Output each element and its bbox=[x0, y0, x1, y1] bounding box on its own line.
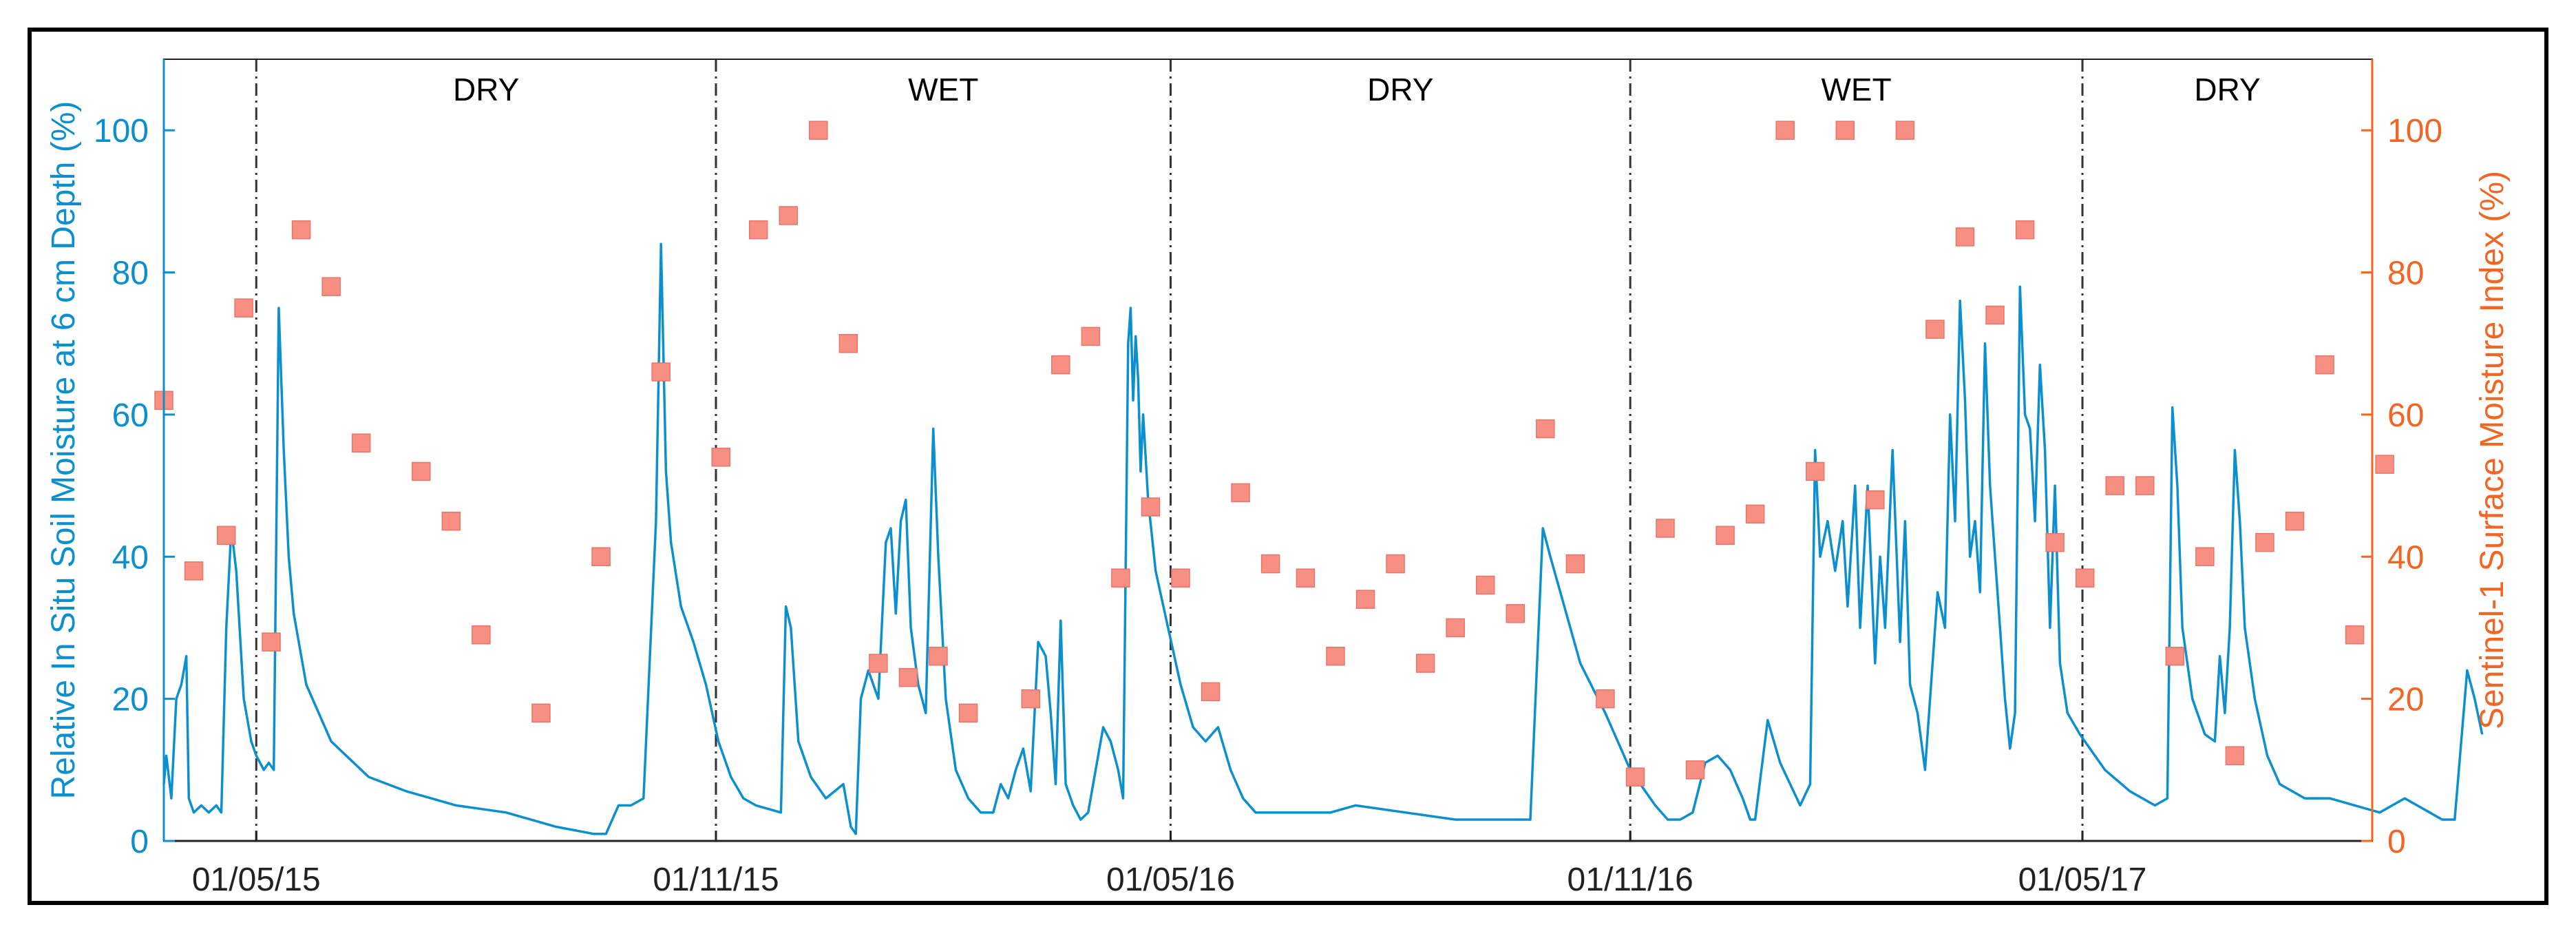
y-axis-right-label: Sentinel-1 Surface Moisture Index (%) bbox=[2474, 171, 2511, 729]
sentinel-point bbox=[591, 547, 611, 567]
sentinel-point bbox=[2165, 646, 2185, 666]
y-right-tick-label: 40 bbox=[2387, 539, 2424, 576]
y-axis-left-label: Relative In Situ Soil Moisture at 6 cm D… bbox=[45, 101, 82, 800]
y-left-tick-label: 60 bbox=[112, 397, 149, 434]
sentinel-point bbox=[2045, 532, 2065, 552]
sentinel-point bbox=[1685, 760, 1705, 780]
plot-area bbox=[164, 59, 2372, 841]
x-tick-label: 01/05/15 bbox=[192, 862, 321, 898]
sentinel-point bbox=[1111, 568, 1130, 587]
sentinel-point bbox=[262, 632, 281, 652]
sentinel-point bbox=[1021, 689, 1040, 709]
sentinel-point bbox=[1835, 121, 1855, 140]
sentinel-point bbox=[869, 654, 888, 673]
y-left-tick-label: 80 bbox=[112, 256, 149, 292]
sentinel-point bbox=[2285, 511, 2305, 531]
sentinel-point bbox=[1260, 554, 1280, 574]
x-tick-label: 01/05/17 bbox=[2018, 862, 2147, 898]
sentinel-point bbox=[1745, 504, 1765, 524]
sentinel-point bbox=[1201, 682, 1221, 702]
sentinel-point bbox=[1925, 320, 1945, 339]
y-left-tick-label: 100 bbox=[94, 113, 149, 149]
x-tick-label: 01/11/15 bbox=[653, 862, 779, 898]
sentinel-point bbox=[2015, 220, 2035, 240]
sentinel-point bbox=[2075, 568, 2095, 587]
season-label: DRY bbox=[453, 72, 519, 107]
sentinel-point bbox=[1296, 568, 1316, 587]
season-label: DRY bbox=[1367, 72, 1433, 107]
x-tick-label: 01/11/16 bbox=[1567, 862, 1693, 898]
sentinel-point bbox=[1866, 490, 1885, 510]
y-left-tick-label: 20 bbox=[112, 682, 149, 718]
sentinel-point bbox=[1536, 419, 1555, 439]
sentinel-point bbox=[2345, 625, 2365, 645]
sentinel-point bbox=[1955, 227, 1975, 247]
sentinel-point bbox=[531, 703, 551, 723]
sentinel-point bbox=[184, 561, 204, 581]
sentinel-point bbox=[958, 703, 978, 723]
sentinel-point bbox=[1506, 604, 1525, 623]
x-tick-label: 01/05/16 bbox=[1106, 862, 1235, 898]
sentinel-point bbox=[2255, 532, 2274, 552]
y-right-tick-label: 100 bbox=[2387, 113, 2442, 149]
y-right-tick-label: 80 bbox=[2387, 256, 2424, 292]
sentinel-point bbox=[291, 220, 311, 240]
sentinel-point bbox=[2135, 476, 2155, 495]
y-right-tick-label: 60 bbox=[2387, 397, 2424, 434]
sentinel-point bbox=[2225, 746, 2245, 765]
sentinel-point bbox=[351, 433, 371, 453]
sentinel-point bbox=[1596, 689, 1615, 709]
sentinel-point bbox=[1081, 326, 1101, 346]
soil-moisture-line bbox=[162, 242, 2484, 835]
sentinel-point bbox=[809, 121, 828, 140]
sentinel-point bbox=[1141, 497, 1161, 517]
sentinel-point bbox=[1051, 355, 1070, 375]
sentinel-point bbox=[1805, 461, 1825, 481]
sentinel-point bbox=[1715, 526, 1735, 545]
sentinel-point bbox=[234, 298, 253, 318]
sentinel-point bbox=[748, 220, 768, 240]
sentinel-point bbox=[2375, 455, 2394, 474]
sentinel-point bbox=[321, 277, 341, 296]
sentinel-point bbox=[441, 511, 461, 531]
soil-moisture-chart: DRY WET DRY WET DRY 0 20 40 60 80 100 0 20 40 60 80 100… bbox=[45, 59, 2511, 898]
sentinel-point bbox=[929, 646, 948, 666]
sentinel-point bbox=[898, 667, 918, 687]
season-label: WET bbox=[1822, 72, 1892, 107]
season-label: DRY bbox=[2194, 72, 2260, 107]
sentinel-point bbox=[472, 625, 491, 645]
figure-frame: DRY WET DRY WET DRY 0 20 40 60 80 100 0 20 40 60 80 100… bbox=[28, 28, 2548, 905]
sentinel-point bbox=[1895, 121, 1915, 140]
sentinel-point bbox=[711, 448, 731, 467]
sentinel-point bbox=[1386, 554, 1405, 574]
sentinel-point bbox=[651, 362, 671, 382]
sentinel-point bbox=[1565, 554, 1585, 574]
season-label: WET bbox=[908, 72, 978, 107]
y-right-tick-label: 20 bbox=[2387, 682, 2424, 718]
sentinel-point bbox=[2105, 476, 2124, 495]
sentinel-point bbox=[1231, 483, 1250, 503]
sentinel-point bbox=[1985, 305, 2005, 325]
y-left-tick-label: 40 bbox=[112, 539, 149, 576]
sentinel-point bbox=[1355, 590, 1375, 609]
sentinel-point bbox=[1446, 618, 1465, 638]
y-left-tick-label: 0 bbox=[130, 824, 149, 860]
sentinel-point bbox=[1415, 654, 1435, 673]
sentinel-point bbox=[1625, 767, 1645, 787]
y-right-tick-label: 0 bbox=[2387, 824, 2406, 860]
sentinel-point bbox=[838, 333, 858, 353]
sentinel-point bbox=[412, 461, 431, 481]
sentinel-point bbox=[1775, 121, 1795, 140]
sentinel-point bbox=[2195, 547, 2215, 567]
sentinel-point bbox=[1326, 646, 1345, 666]
sentinel-point bbox=[1656, 519, 1675, 538]
sentinel-point bbox=[1475, 575, 1495, 595]
sentinel-point bbox=[2315, 355, 2334, 375]
sentinel-point bbox=[216, 526, 236, 545]
sentinel-point bbox=[1171, 568, 1190, 587]
sentinel-point bbox=[779, 206, 798, 225]
